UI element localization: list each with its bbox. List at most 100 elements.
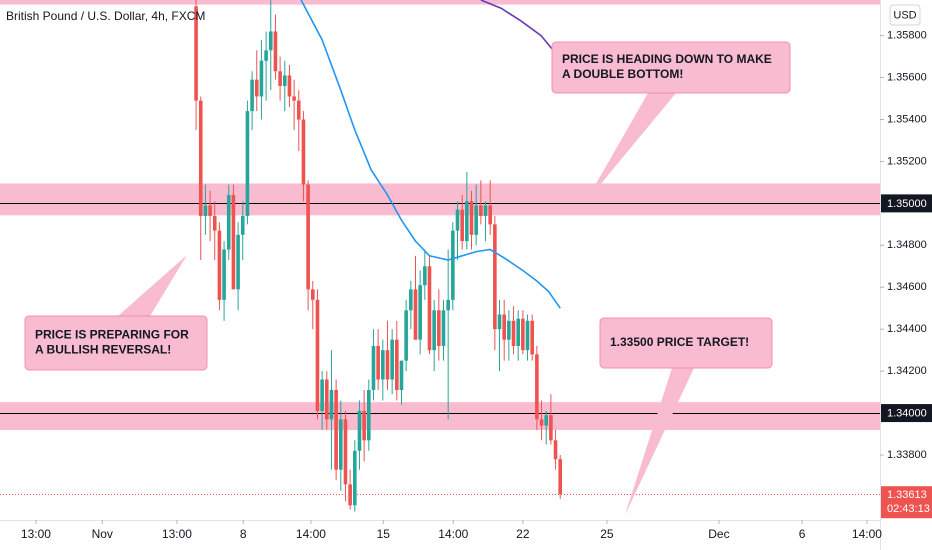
callout-box (24, 315, 208, 371)
candle-body (409, 289, 413, 311)
candle-body (535, 354, 539, 420)
callout-box (551, 41, 791, 94)
indicator-line (300, 0, 561, 309)
candle-body (334, 390, 338, 470)
candle-body (343, 419, 348, 485)
plot-area (0, 0, 880, 512)
candle-body (250, 79, 254, 112)
candle-body (507, 320, 511, 340)
candle-body (357, 410, 362, 451)
x-tick-label: 13:00 (162, 527, 192, 541)
candle-body (432, 310, 436, 351)
candle-body (521, 318, 525, 351)
candle-body (404, 310, 408, 361)
candle-body (198, 100, 203, 216)
candle-body (549, 415, 553, 441)
candle-body (497, 314, 502, 330)
candle-body (324, 379, 329, 420)
indicator-line (480, 0, 554, 51)
candle-body (222, 249, 226, 300)
candle-body (236, 234, 240, 290)
callout-pointer (625, 368, 694, 515)
y-tick-label: 1.34800 (887, 239, 927, 251)
currency-label[interactable]: USD (893, 9, 916, 21)
candle-body (553, 440, 558, 460)
y-tick-label: 1.34200 (887, 365, 927, 377)
candle-body (240, 215, 245, 235)
candle-body (208, 205, 212, 216)
candle-body (544, 415, 549, 426)
callout-text: 1.33500 PRICE TARGET! (610, 335, 749, 349)
candle-body (203, 205, 208, 216)
candle-body (259, 60, 264, 97)
candle-body (231, 195, 236, 290)
candle-body (194, 6, 198, 101)
candle-body (423, 266, 427, 286)
candle-body (427, 266, 432, 351)
x-tick-label: Dec (708, 527, 729, 541)
level-price-label: 1.34000 (887, 407, 927, 419)
callout-text: PRICE IS HEADING DOWN TO MAKE (562, 52, 772, 66)
candle-body (479, 205, 483, 216)
callout-box (599, 317, 773, 369)
x-tick-label: 6 (799, 527, 806, 541)
y-tick-label: 1.35800 (887, 30, 927, 42)
candle-body (268, 31, 273, 51)
zone (0, 402, 880, 431)
candle-body (413, 289, 418, 340)
x-tick-label: 14:00 (296, 527, 326, 541)
x-tick-label: 13:00 (21, 527, 51, 541)
candle-body (217, 230, 222, 300)
candle-body (474, 205, 478, 235)
x-tick-label: 25 (600, 527, 614, 541)
candle-body (525, 320, 530, 351)
candle-body (306, 184, 310, 290)
level-price-label: 1.35000 (887, 198, 927, 210)
y-tick-label: 1.35400 (887, 113, 927, 125)
level-price-box (881, 404, 932, 423)
last-price-label: 1.33613 (887, 489, 927, 501)
chart-title: British Pound / U.S. Dollar, 4h, FXCM (6, 9, 205, 23)
x-tick-label: 14:00 (438, 527, 468, 541)
level-price-box (881, 194, 932, 213)
candle-body (516, 318, 520, 346)
candle-body (455, 209, 460, 231)
candle-body (511, 320, 516, 346)
candle-body (320, 379, 324, 411)
candle-body (399, 360, 404, 390)
candle-body (469, 201, 474, 235)
candle-body (385, 350, 390, 380)
candle-body (282, 75, 287, 86)
callout-pointer (118, 255, 187, 316)
candle-body (292, 96, 296, 101)
last-price-box (881, 486, 932, 519)
callout-pointer (585, 93, 676, 203)
candle-body (381, 350, 385, 380)
x-tick-label: 14:00 (852, 527, 882, 541)
candle-body (264, 50, 268, 61)
candle-body (483, 205, 488, 216)
callout-text: A DOUBLE BOTTOM! (562, 67, 683, 81)
candle-body (362, 410, 366, 441)
candle-body (338, 419, 343, 470)
candle-body (254, 79, 259, 97)
candle-body (437, 310, 441, 346)
currency-box[interactable] (889, 4, 921, 26)
candle-body (441, 310, 446, 346)
x-tick-label: 8 (240, 527, 247, 541)
candle-body (446, 299, 450, 311)
candle-body (465, 201, 469, 242)
candle-body (418, 285, 422, 340)
candle-body (493, 224, 497, 330)
candle-body (390, 339, 394, 380)
callout-text: PRICE IS PREPARING FOR (35, 328, 189, 342)
x-tick-label: 22 (516, 527, 530, 541)
candle-body (460, 209, 464, 242)
callout-text: A BULLISH REVERSAL! (35, 343, 171, 357)
candle-body (348, 484, 352, 506)
y-tick-label: 1.33800 (887, 449, 927, 461)
